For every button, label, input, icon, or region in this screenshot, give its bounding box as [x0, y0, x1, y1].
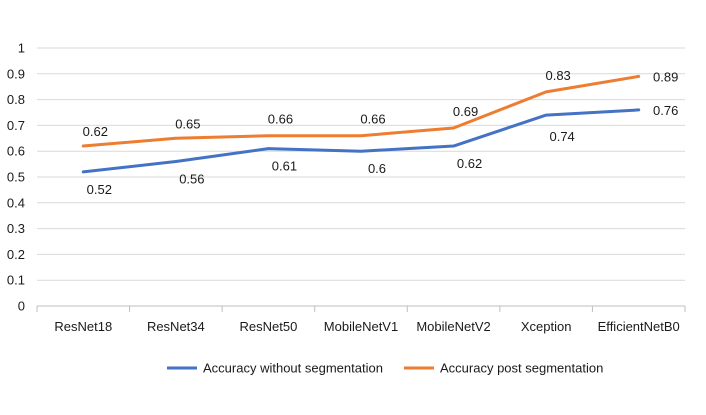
y-tick-label: 0	[18, 299, 25, 314]
data-label: 0.66	[268, 112, 293, 127]
series	[81, 74, 641, 174]
data-label: 0.56	[179, 172, 204, 187]
x-tick-label: ResNet18	[54, 319, 112, 334]
y-tick-label: 0.9	[7, 66, 25, 81]
y-tick-label: 0.2	[7, 247, 25, 262]
data-label: 0.61	[272, 159, 297, 174]
y-tick-label: 0.7	[7, 118, 25, 133]
data-label: 0.69	[453, 104, 478, 119]
data-label: 0.74	[549, 129, 574, 144]
axes: 0 0.1 0.2 0.3 0.4 0.5 0.6 0.7 0.8 0.9 1 ResNet18 Res…	[7, 41, 686, 334]
x-tick-label: ResNet50	[240, 319, 298, 334]
legend: Accuracy without segmentation Accuracy po…	[167, 361, 603, 376]
y-tick-label: 0.4	[7, 195, 25, 210]
y-tick-label: 0.5	[7, 170, 25, 185]
data-label: 0.6	[368, 161, 386, 176]
y-tick-label: 0.3	[7, 221, 25, 236]
data-label: 0.89	[653, 69, 678, 84]
x-tick-label: Xception	[521, 319, 572, 334]
data-label: 0.65	[175, 116, 200, 131]
y-tick-label: 0.1	[7, 273, 25, 288]
legend-label: Accuracy without segmentation	[203, 361, 383, 376]
data-labels: 0.52 0.56 0.61 0.6 0.62 0.74 0.76 0.62 0.65 0.66 0…	[83, 68, 679, 197]
legend-label: Accuracy post segmentation	[440, 361, 603, 376]
y-tick-label: 1	[18, 41, 25, 56]
x-tick-label: MobileNetV1	[324, 319, 398, 334]
gridlines	[37, 47, 685, 281]
data-label: 0.62	[457, 156, 482, 171]
y-tick-label: 0.8	[7, 92, 25, 107]
x-tick-label: ResNet34	[147, 319, 205, 334]
y-tick-label: 0.6	[7, 144, 25, 159]
x-tick-label: EfficientNetB0	[598, 319, 680, 334]
data-label: 0.83	[545, 68, 570, 83]
data-label: 0.52	[87, 182, 112, 197]
x-tick-label: MobileNetV2	[416, 319, 490, 334]
data-label: 0.66	[360, 112, 385, 127]
data-label: 0.76	[653, 103, 678, 118]
data-label: 0.62	[83, 124, 108, 139]
